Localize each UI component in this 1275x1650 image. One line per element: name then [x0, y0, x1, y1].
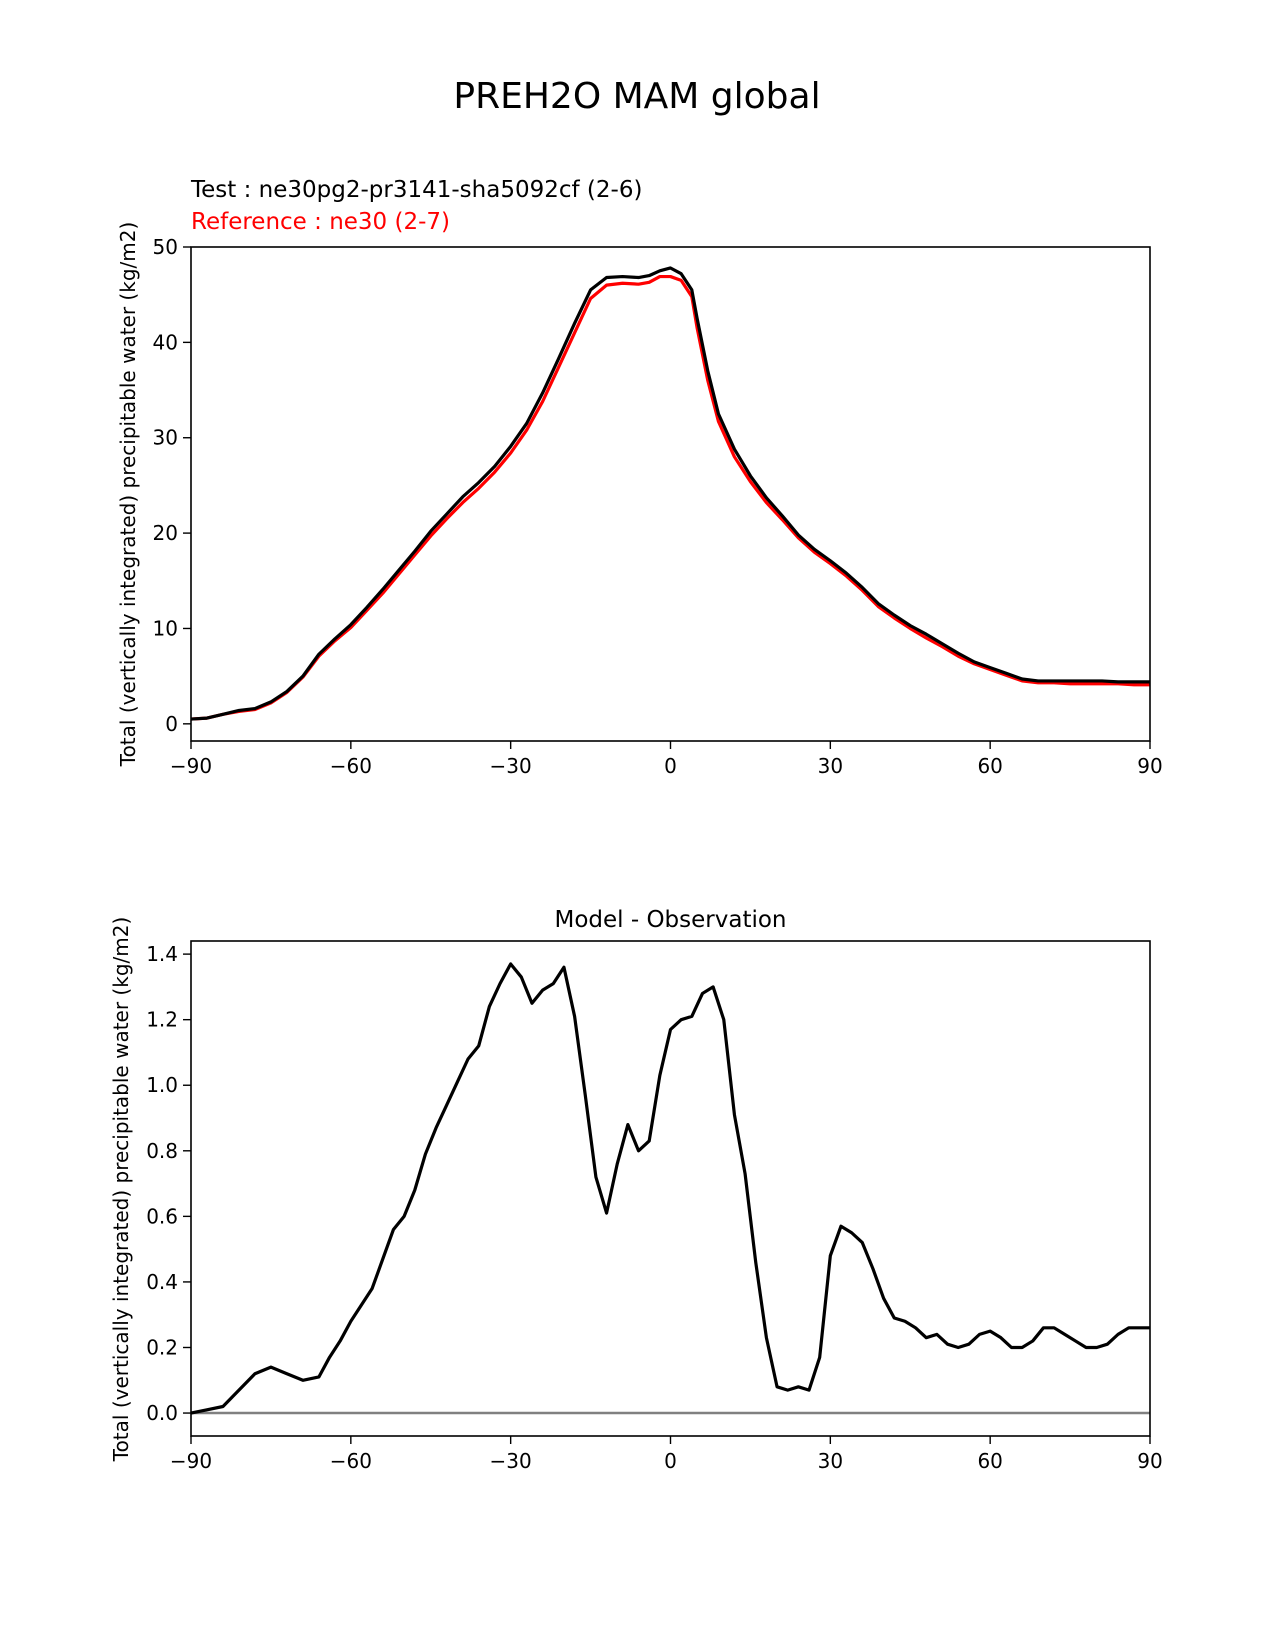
bottom-series-group	[190, 962, 1150, 1415]
top-y-tick-label: 10	[153, 616, 178, 640]
bottom-y-tick-label: 1.2	[146, 1008, 178, 1032]
top-x-axis: −90 −60 −30 0 30 60 90	[170, 741, 1163, 778]
bottom-y-tick-label: 0.6	[146, 1204, 178, 1228]
bottom-x-tick-label: 0	[664, 1449, 677, 1473]
bottom-chart-title: Model - Observation	[554, 907, 786, 933]
top-y-tick-label: 20	[153, 521, 178, 545]
top-y-tick-label: 30	[153, 426, 178, 450]
bottom-plot-frame	[190, 940, 1151, 1437]
bottom-y-tick-label: 1.4	[146, 942, 178, 966]
top-x-tick-label: −30	[490, 754, 532, 778]
top-y-axis: 0 10 20 30 40 50	[153, 235, 191, 736]
top-x-tick-label: 90	[1137, 754, 1162, 778]
bottom-panel: Model - Observation Total (vertically in…	[109, 907, 1163, 1473]
top-y-tick-label: 40	[153, 330, 178, 354]
top-plot-frame	[190, 246, 1151, 742]
top-panel: Test : ne30pg2-pr3141-sha5092cf (2-6) Re…	[116, 177, 1163, 778]
bottom-y-tick-label: 0.2	[146, 1335, 178, 1359]
bottom-x-tick-label: −60	[330, 1449, 372, 1473]
bottom-y-tick-label: 1.0	[146, 1073, 178, 1097]
figure-title: PREH2O MAM global	[453, 76, 820, 117]
bottom-y-tick-label: 0.4	[146, 1270, 178, 1294]
bottom-x-tick-label: 60	[977, 1449, 1002, 1473]
bottom-y-tick-label: 0.0	[146, 1401, 178, 1425]
top-x-tick-label: 0	[664, 754, 677, 778]
top-x-tick-label: −60	[330, 754, 372, 778]
reference-label: Reference : ne30 (2-7)	[191, 209, 450, 235]
bottom-x-tick-label: 90	[1137, 1449, 1162, 1473]
bottom-x-tick-label: 30	[818, 1449, 843, 1473]
top-y-tick-label: 50	[153, 235, 178, 259]
bottom-y-tick-label: 0.8	[146, 1139, 178, 1163]
top-x-tick-label: 30	[818, 754, 843, 778]
bottom-y-axis: 0.0 0.2 0.4 0.6 0.8 1.0 1.2 1.4	[146, 942, 191, 1425]
model-minus-observation-series-line	[190, 962, 1150, 1415]
test-label: Test : ne30pg2-pr3141-sha5092cf (2-6)	[190, 177, 642, 203]
bottom-x-tick-label: −30	[490, 1449, 532, 1473]
top-x-tick-label: −90	[170, 754, 212, 778]
reference-series-line	[190, 274, 1150, 721]
top-series-group	[190, 266, 1150, 721]
bottom-y-axis-label: Total (vertically integrated) precipitab…	[109, 917, 133, 1463]
bottom-x-tick-label: −90	[170, 1449, 212, 1473]
test-series-line	[190, 266, 1150, 721]
top-y-axis-label: Total (vertically integrated) precipitab…	[116, 222, 140, 768]
top-x-tick-label: 60	[977, 754, 1002, 778]
bottom-x-axis: −90 −60 −30 0 30 60 90	[170, 1436, 1163, 1473]
top-y-tick-label: 0	[165, 712, 178, 736]
